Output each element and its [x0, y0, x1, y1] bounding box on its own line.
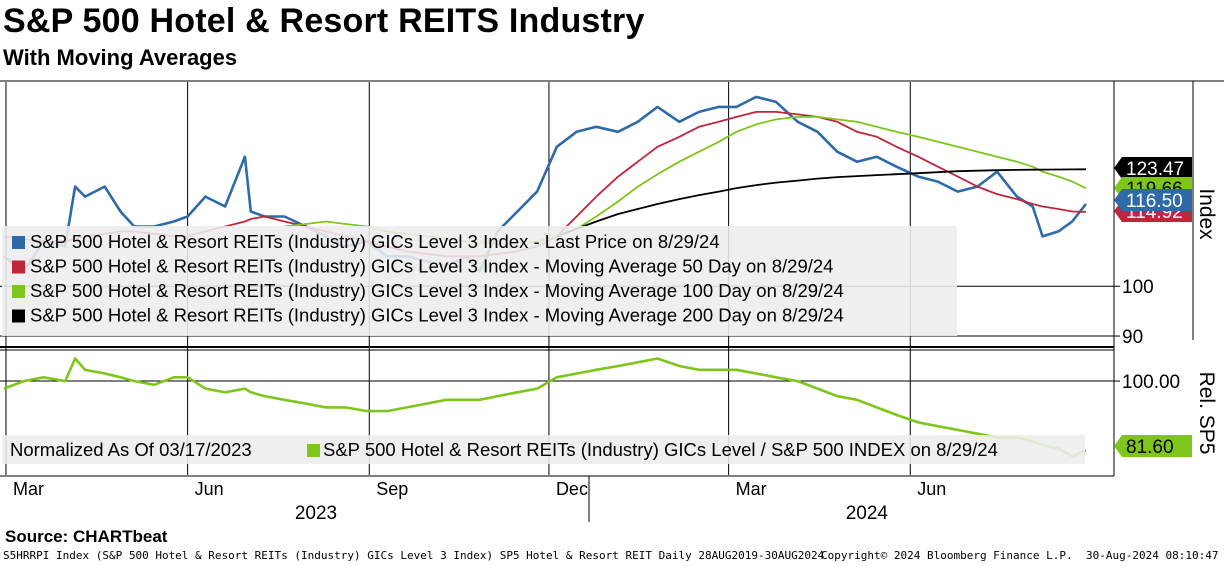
- end-label-price-tag-label: 116.50: [1126, 191, 1183, 212]
- y-tick-label: 90: [1122, 327, 1143, 348]
- footer-description: S5HRRPI Index (S&P 500 Hotel & Resort RE…: [3, 549, 825, 562]
- lower-legend-box: [2, 435, 1085, 464]
- legend-label-ma100: S&P 500 Hotel & Resort REITs (Industry) …: [30, 280, 844, 301]
- year-label: 2024: [846, 503, 889, 524]
- x-axis: Mar Jun Sep Dec Mar Jun 2023 2024: [13, 479, 946, 524]
- upper-axis-title: Index: [1195, 188, 1218, 240]
- lower-series-lines: [3, 357, 1087, 458]
- y-axis: 90 100 100.00: [1114, 277, 1180, 393]
- legend-label-ma200: S&P 500 Hotel & Resort REITs (Industry) …: [30, 305, 844, 326]
- source-label: Source: CHARTbeat: [5, 527, 168, 546]
- x-tick-label: Jun: [195, 479, 224, 499]
- year-label: 2023: [295, 503, 337, 524]
- lower-legend: Normalized As Of 03/17/2023 S&P 500 Hotel…: [10, 439, 998, 460]
- chart-title: S&P 500 Hotel & Resort REITS Industry: [3, 2, 645, 40]
- legend-swatch-relative: [307, 444, 320, 457]
- x-tick-label: Mar: [13, 479, 44, 499]
- legend-swatch-ma100: [12, 285, 25, 298]
- x-tick-label: Dec: [556, 479, 588, 499]
- legend-label-relative: S&P 500 Hotel & Resort REITs (Industry) …: [323, 439, 998, 460]
- end-label-ma200-tag: [1114, 157, 1192, 179]
- legend-swatch-ma50: [12, 260, 25, 274]
- chart-subtitle: With Moving Averages: [3, 45, 238, 70]
- legend-swatch-ma200: [12, 309, 25, 323]
- end-label-price-tag: [1114, 189, 1192, 211]
- footer-timestamp: 30-Aug-2024 08:10:47: [1086, 549, 1219, 562]
- x-tick-label: Jun: [917, 479, 946, 499]
- y-tick-label: 100.00: [1122, 372, 1180, 393]
- legend-swatch-price: [12, 236, 25, 249]
- end-label-relative-tag-label: 81.60: [1126, 437, 1174, 458]
- upper-legend-box: [2, 226, 957, 336]
- legend-label-ma50: S&P 500 Hotel & Resort REITs (Industry) …: [30, 256, 833, 277]
- end-label-ma200-tag-label: 123.47: [1126, 159, 1184, 180]
- series-line-relative: [3, 357, 1087, 458]
- upper-legend: S&P 500 Hotel & Resort REITs (Industry) …: [12, 231, 844, 326]
- end-label-relative-tag: [1114, 435, 1192, 457]
- normalized-note: Normalized As Of 03/17/2023: [10, 439, 252, 460]
- series-line-price: [3, 95, 1088, 273]
- x-tick-label: Sep: [376, 479, 408, 499]
- x-tick-label: Mar: [736, 479, 767, 499]
- footer-copyright: Copyright© 2024 Bloomberg Finance L.P.: [821, 549, 1073, 562]
- legend-label-price: S&P 500 Hotel & Resort REITs (Industry) …: [30, 231, 720, 252]
- y-tick-label: 100: [1122, 277, 1154, 298]
- lower-axis-title: Rel. SP5: [1195, 372, 1218, 455]
- series-line-ma200: [556, 168, 1087, 238]
